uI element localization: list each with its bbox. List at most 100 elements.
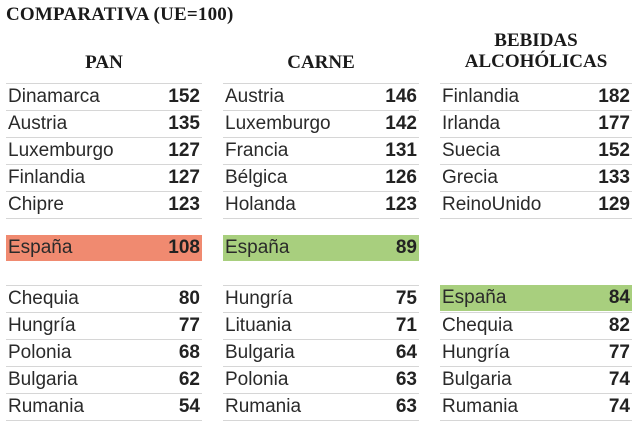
country-name: España [225,237,290,258]
country-name: Rumania [442,396,519,417]
column-header: BEBIDAS ALCOHÓLICAS [440,30,632,72]
country-name: ReinoUnido [442,194,542,215]
table-row: Bulgaria 64 [223,339,419,366]
index-value: 152 [598,140,630,161]
index-value: 142 [385,113,417,134]
index-value: 75 [395,288,417,309]
table-row: Lituania 71 [223,312,419,339]
index-value: 127 [168,140,200,161]
table-row: Hungría 77 [440,339,632,366]
country-name: Chequia [8,288,79,309]
country-name: Chequia [442,315,513,336]
index-value: 131 [385,140,417,161]
table-row: Francia 131 [223,137,419,164]
table-row: Grecia 133 [440,164,632,191]
column-header: PAN [6,52,202,73]
chart-title: COMPARATIVA (UE=100) [6,4,234,25]
country-name: Finlandia [442,86,520,107]
country-name: Holanda [225,194,296,215]
country-name: Hungría [225,288,293,309]
index-value: 135 [168,113,200,134]
table-row: Rumania 54 [6,393,202,421]
index-value: 108 [168,237,200,258]
country-name: Rumania [225,396,302,417]
country-name: Bulgaria [442,369,512,390]
index-value: 146 [385,86,417,107]
index-value: 62 [178,369,200,390]
index-value: 152 [168,86,200,107]
index-value: 77 [178,315,200,336]
country-name: Luxemburgo [8,140,114,161]
index-value: 77 [608,342,630,363]
index-value: 74 [608,396,630,417]
index-value: 84 [608,287,630,308]
column-header-line: CARNE [287,52,355,73]
index-value: 63 [395,396,417,417]
index-value: 82 [608,315,630,336]
table-row: Hungría 75 [223,285,419,312]
country-name: Bulgaria [225,342,295,363]
table-row: Irlanda 177 [440,110,632,137]
index-value: 63 [395,369,417,390]
country-name: Finlandia [8,167,86,188]
index-value: 89 [395,237,417,258]
index-value: 123 [385,194,417,215]
spain-highlight-row: España 108 [6,235,202,261]
country-name: Luxemburgo [225,113,331,134]
country-name: Bulgaria [8,369,78,390]
country-name: España [442,287,507,308]
table-row: Chequia 80 [6,285,202,312]
column-header-line: BEBIDAS [494,30,578,51]
table-row: Hungría 77 [6,312,202,339]
index-value: 71 [395,315,417,336]
country-name: Hungría [442,342,510,363]
table-row: Polonia 63 [223,366,419,393]
index-value: 74 [608,369,630,390]
table-row: Luxemburgo 127 [6,137,202,164]
index-value: 133 [598,167,630,188]
country-name: Austria [8,113,68,134]
index-value: 64 [395,342,417,363]
index-value: 126 [385,167,417,188]
table-row: Luxemburgo 142 [223,110,419,137]
table-row: Suecia 152 [440,137,632,164]
table-row: Bulgaria 62 [6,366,202,393]
table-row: Finlandia 182 [440,83,632,110]
table-row: Finlandia 127 [6,164,202,191]
index-value: 123 [168,194,200,215]
country-name: Grecia [442,167,498,188]
country-name: Francia [225,140,289,161]
table-row: Austria 135 [6,110,202,137]
country-name: Polonia [225,369,289,390]
table-row: Polonia 68 [6,339,202,366]
country-name: Dinamarca [8,86,100,107]
table-row: Dinamarca 152 [6,83,202,110]
country-name: España [8,237,73,258]
table-row: Rumania 63 [223,393,419,421]
table-row: ReinoUnido 129 [440,191,632,219]
column-header-line: ALCOHÓLICAS [464,51,608,72]
index-value: 68 [178,342,200,363]
table-row: Bulgaria 74 [440,366,632,393]
index-value: 177 [598,113,630,134]
spain-highlight-row: España 89 [223,235,419,261]
spain-highlight-row: España 84 [440,285,632,311]
table-row: Chequia 82 [440,312,632,339]
index-value: 54 [178,396,200,417]
country-name: Polonia [8,342,72,363]
country-name: Suecia [442,140,501,161]
country-name: Austria [225,86,285,107]
column-header: CARNE [223,52,419,73]
table-row: Chipre 123 [6,191,202,219]
country-name: Chipre [8,194,64,215]
country-name: Lituania [225,315,292,336]
index-value: 182 [598,86,630,107]
index-value: 129 [598,194,630,215]
table-row: Austria 146 [223,83,419,110]
table-row: Holanda 123 [223,191,419,219]
index-value: 127 [168,167,200,188]
country-name: Bélgica [225,167,288,188]
index-value: 80 [178,288,200,309]
country-name: Rumania [8,396,85,417]
column-header-line: PAN [85,52,123,73]
